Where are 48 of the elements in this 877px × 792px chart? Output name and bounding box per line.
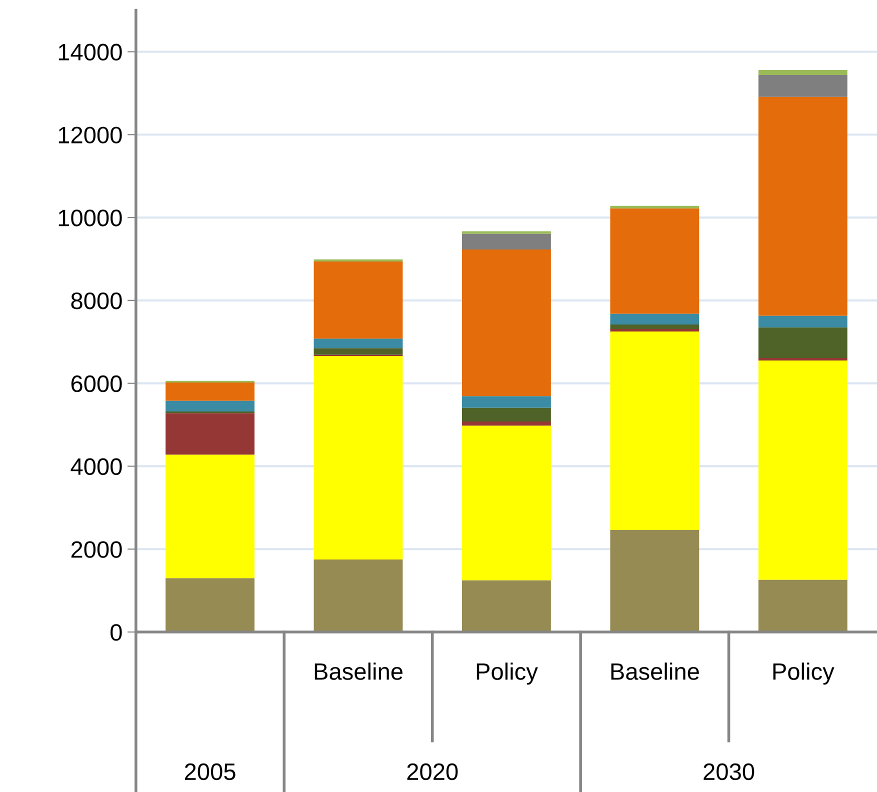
bar <box>462 580 551 632</box>
y-tick-label: 14000 <box>58 44 122 61</box>
y-tick-label: 6000 <box>71 375 122 392</box>
y-tick-label: 8000 <box>71 292 122 310</box>
y-tick-label: 4000 <box>70 458 122 476</box>
bar <box>314 338 403 348</box>
bar <box>314 261 403 339</box>
bar <box>462 231 551 234</box>
bar <box>462 421 551 426</box>
x-tick-label: Policy <box>476 662 538 685</box>
bar <box>166 400 255 412</box>
bar <box>462 234 551 250</box>
y-tick-label: 0 <box>110 624 122 641</box>
bar <box>462 396 551 408</box>
bar <box>610 206 700 208</box>
bar <box>610 530 700 632</box>
text: 2005 <box>184 763 236 780</box>
bar <box>758 74 848 97</box>
bar <box>166 382 255 401</box>
bar <box>166 578 255 632</box>
bar <box>758 96 848 316</box>
bar <box>610 208 700 314</box>
x-tick-label: Policy <box>773 662 834 685</box>
bar <box>610 314 700 324</box>
y-tick-label: 12000 <box>58 126 122 144</box>
bar <box>758 316 848 328</box>
bar <box>758 327 848 358</box>
text: 2030 <box>704 763 754 780</box>
bar <box>758 70 848 75</box>
bar <box>758 360 848 580</box>
x-tick-label: Baseline <box>314 662 402 680</box>
bar <box>314 348 403 355</box>
bar <box>610 324 700 330</box>
bar <box>462 249 551 396</box>
y-tick-label: 2000 <box>71 541 122 558</box>
bar <box>166 454 255 578</box>
bar <box>758 580 848 632</box>
bar <box>758 358 848 361</box>
x-tick-label: Baseline <box>611 662 699 680</box>
bar <box>610 332 700 530</box>
bar <box>610 329 700 332</box>
text: 2020 <box>407 763 458 780</box>
bar <box>314 559 403 632</box>
bar <box>166 413 255 455</box>
bar <box>462 426 551 580</box>
bar <box>314 356 403 560</box>
y-tick-label: 10000 <box>58 210 122 226</box>
bar <box>462 408 551 422</box>
